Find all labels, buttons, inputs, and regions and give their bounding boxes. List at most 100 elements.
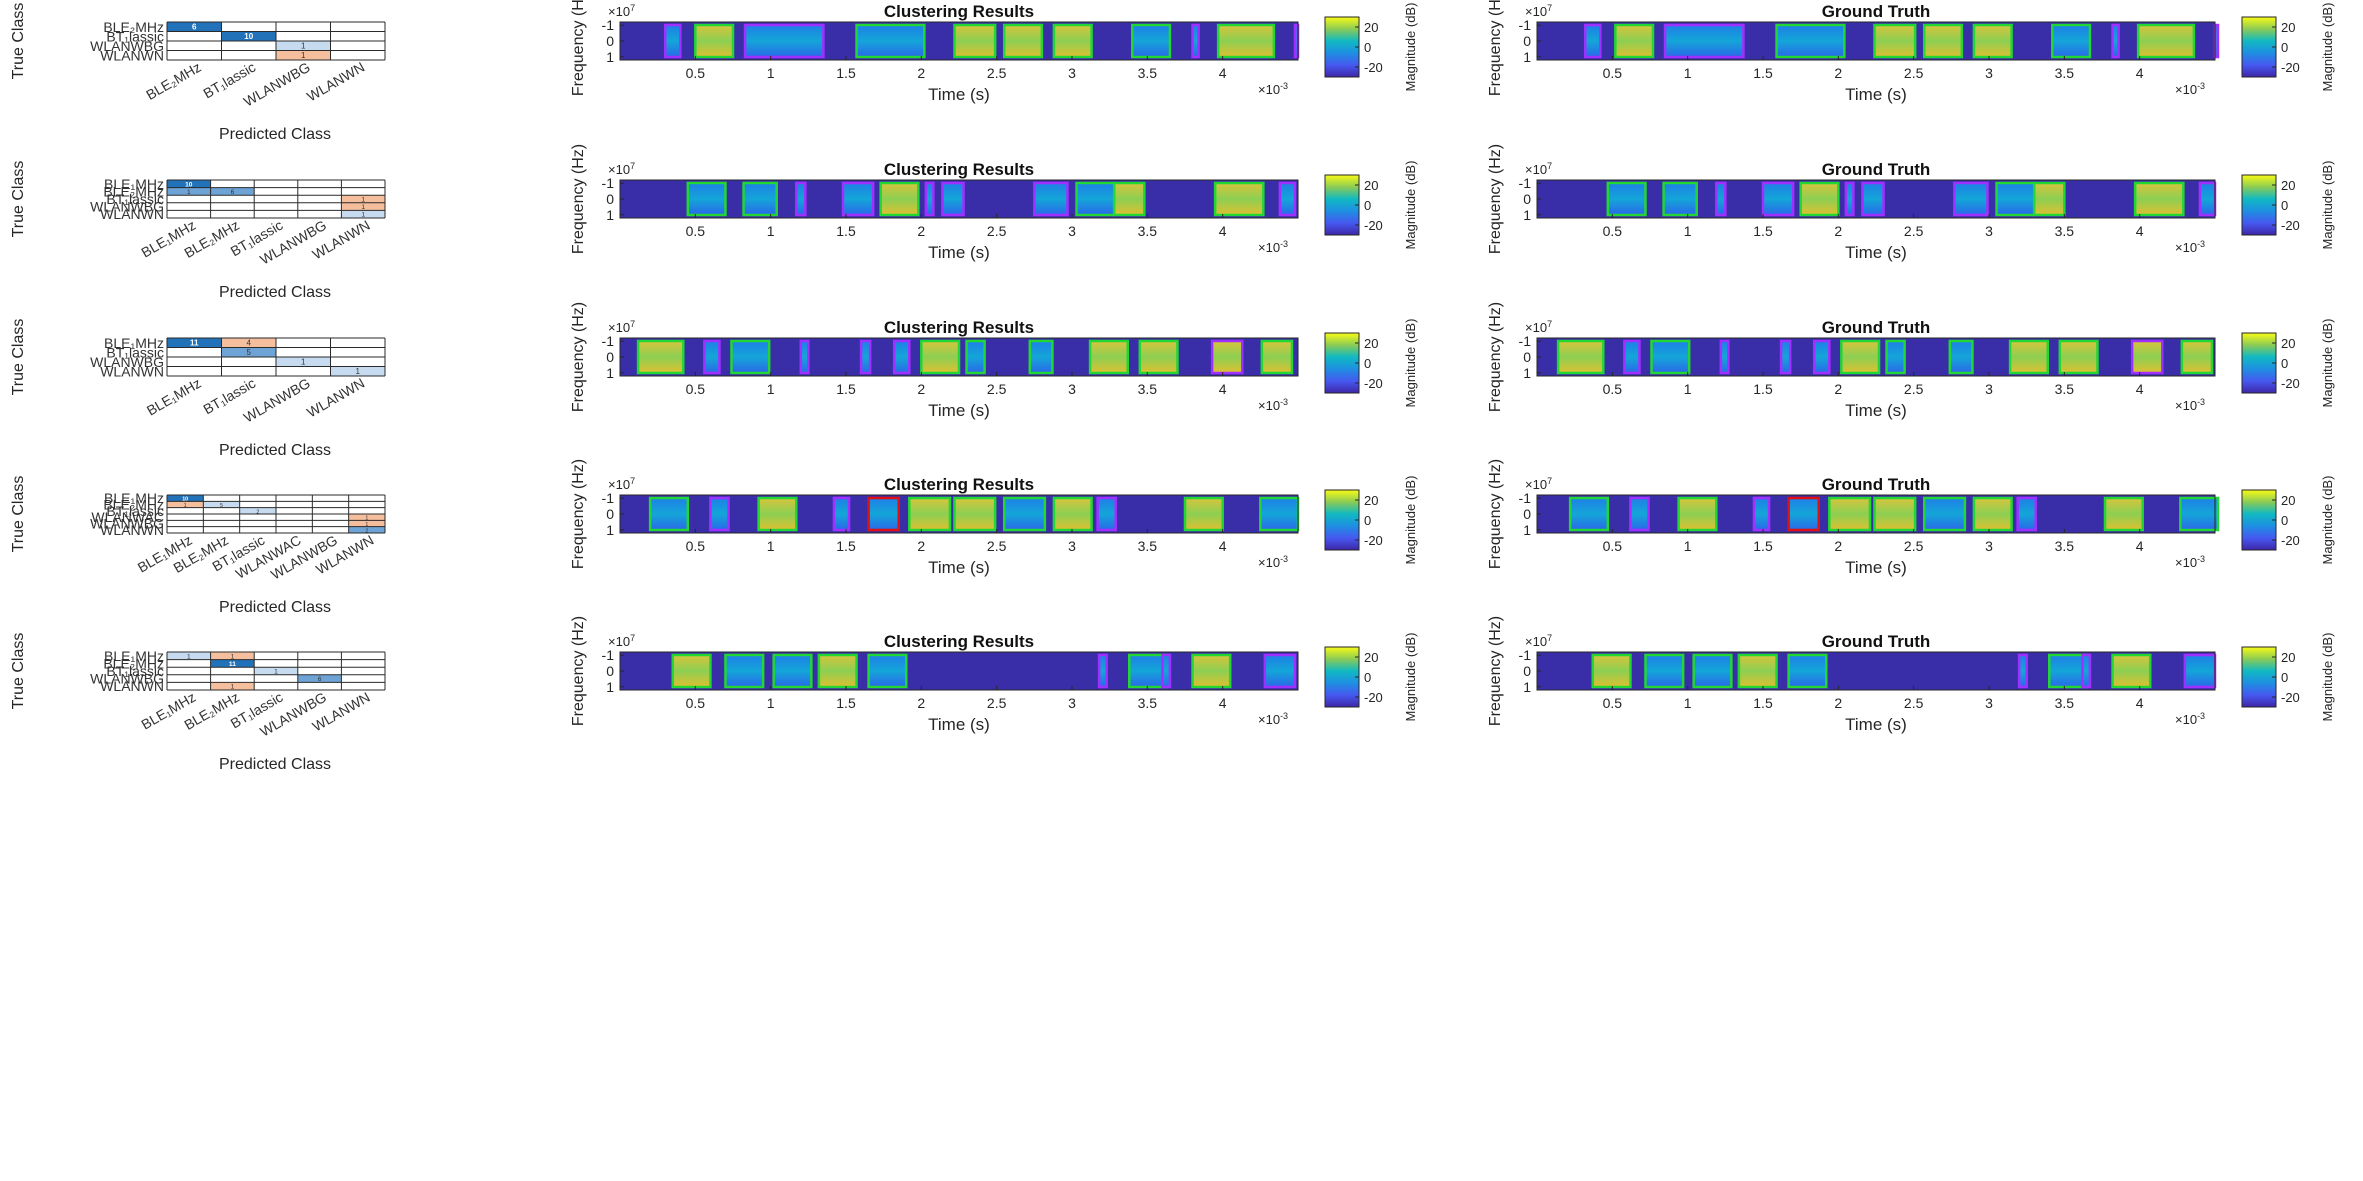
colorbar: [2241, 646, 2277, 708]
cm-row-label: BT₁lassic: [106, 191, 164, 207]
signal-burst: [1775, 23, 1846, 59]
signal-burst: [1885, 339, 1906, 375]
y-tick-label: 0: [1523, 506, 1531, 522]
y-exponent-power: 7: [630, 319, 635, 329]
x-axis-label: Time (s): [928, 85, 990, 104]
colorbar-label: Magnitude (dB): [1403, 3, 1418, 92]
x-tick-label: 2: [917, 65, 925, 81]
y-tick-label: 0: [1523, 33, 1531, 49]
signal-burst: [2198, 181, 2217, 217]
y-axis-label: Frequency (Hz): [570, 302, 587, 412]
signal-burst: [1922, 496, 1967, 532]
x-tick-label: 0.5: [686, 538, 706, 554]
colorbar-label: Magnitude (dB): [1403, 476, 1418, 565]
signal-burst: [1799, 181, 1840, 217]
y-exponent: ×107: [1525, 319, 1552, 335]
colorbar-tick-label: 0: [1364, 356, 1371, 371]
x-tick-label: 3: [1068, 538, 1076, 554]
cm-row-label: WLANWN: [100, 363, 164, 379]
cm-ylabel: True Class: [10, 161, 27, 238]
x-tick-label: 2.5: [1904, 695, 1924, 711]
cm-cell: [167, 338, 222, 348]
x-tick-label: 1: [1684, 538, 1692, 554]
signal-burst: [636, 339, 685, 375]
colorbar-tick-label: -20: [1364, 218, 1383, 233]
x-axis-label: Time (s): [928, 401, 990, 420]
panel-title: Clustering Results: [884, 632, 1034, 651]
cm-row-label: BT₁lassic: [106, 28, 164, 44]
signal-burst: [1161, 653, 1172, 689]
x-exponent: ×10-3: [2175, 554, 2205, 570]
signal-burst: [772, 653, 813, 689]
x-tick-label: 1.5: [1753, 695, 1773, 711]
colorbar-tick-label: 0: [2281, 356, 2288, 371]
signal-burst: [924, 181, 935, 217]
signal-burst: [1138, 339, 1179, 375]
cm-cell-value: 2: [365, 528, 368, 534]
x-tick-label: 3.5: [2055, 695, 2075, 711]
signal-burst: [1088, 339, 1129, 375]
x-tick-label: 2: [1834, 223, 1842, 239]
signal-burst: [1650, 339, 1691, 375]
colorbar-tick-label: 0: [2281, 513, 2288, 528]
x-tick-label: 3: [1985, 223, 1993, 239]
y-tick-label: -1: [1519, 17, 1532, 33]
signal-burst: [1568, 496, 1610, 532]
x-exponent: ×10-3: [1258, 239, 1288, 255]
colorbar-tick-label: 20: [2281, 20, 2295, 35]
y-axis-label: Frequency (Hz): [570, 144, 587, 254]
cm-row-label: BT₁lassic: [106, 344, 164, 360]
signal-burst: [1972, 496, 2013, 532]
signal-burst: [2179, 496, 2220, 532]
cm-xlabel: Predicted Class: [219, 126, 331, 143]
cm-row-label: WLANWBG: [90, 38, 164, 54]
signal-burst: [1840, 339, 1881, 375]
panel-title: Ground Truth: [1822, 475, 1931, 494]
cm-cell-value: 11: [190, 338, 199, 347]
x-tick-label: 1.5: [836, 381, 856, 397]
cm-cell: [276, 357, 331, 367]
cm-cell-value: 1: [361, 197, 365, 204]
x-tick-label: 2: [1834, 65, 1842, 81]
cm-cell: [348, 514, 385, 521]
signal-burst: [1861, 181, 1885, 217]
cm-cell-value: 10: [185, 181, 193, 188]
y-exponent: ×107: [1525, 3, 1552, 19]
x-tick-label: 3: [1985, 381, 1993, 397]
y-exponent-power: 7: [1547, 319, 1552, 329]
x-tick-label: 2.5: [1904, 223, 1924, 239]
cm-cell: [221, 338, 276, 348]
x-axis-label: Time (s): [1845, 401, 1907, 420]
y-tick-label: -1: [602, 17, 615, 33]
panel-title: Clustering Results: [884, 475, 1034, 494]
cm-col-label: WLANWN: [304, 375, 367, 421]
x-tick-label: 4: [1219, 695, 1227, 711]
cm-cell-value: 1: [184, 503, 187, 509]
colorbar-tick-label: 20: [1364, 178, 1378, 193]
signal-burst: [867, 653, 908, 689]
confusion-matrix-2: 101 6111BLE₁MHzBLE₂MHzBT₁lassicWLANWBGWLA…: [10, 161, 386, 301]
cm-cell-value: 6: [192, 22, 197, 31]
signal-burst: [1995, 181, 2036, 217]
x-exponent-power: -3: [1280, 239, 1288, 249]
signal-burst: [1644, 653, 1685, 689]
signal-burst: [743, 23, 825, 59]
y-exponent: ×107: [1525, 476, 1552, 492]
y-exponent: ×107: [1525, 161, 1552, 177]
y-exponent: ×107: [608, 3, 635, 19]
colorbar-tick-label: -20: [1364, 690, 1383, 705]
signal-burst: [1191, 653, 1232, 689]
colorbar-tick-label: 20: [2281, 650, 2295, 665]
y-tick-label: 1: [606, 207, 614, 223]
cm-row-label: BLE₁MHz: [104, 490, 164, 506]
signal-burst: [2016, 496, 2037, 532]
colorbar-tick-label: 20: [1364, 493, 1378, 508]
signal-burst: [832, 496, 851, 532]
y-tick-label: 0: [1523, 191, 1531, 207]
y-exponent-power: 7: [1547, 3, 1552, 13]
cm-cell: [167, 495, 204, 502]
x-tick-label: 4: [2136, 65, 2144, 81]
